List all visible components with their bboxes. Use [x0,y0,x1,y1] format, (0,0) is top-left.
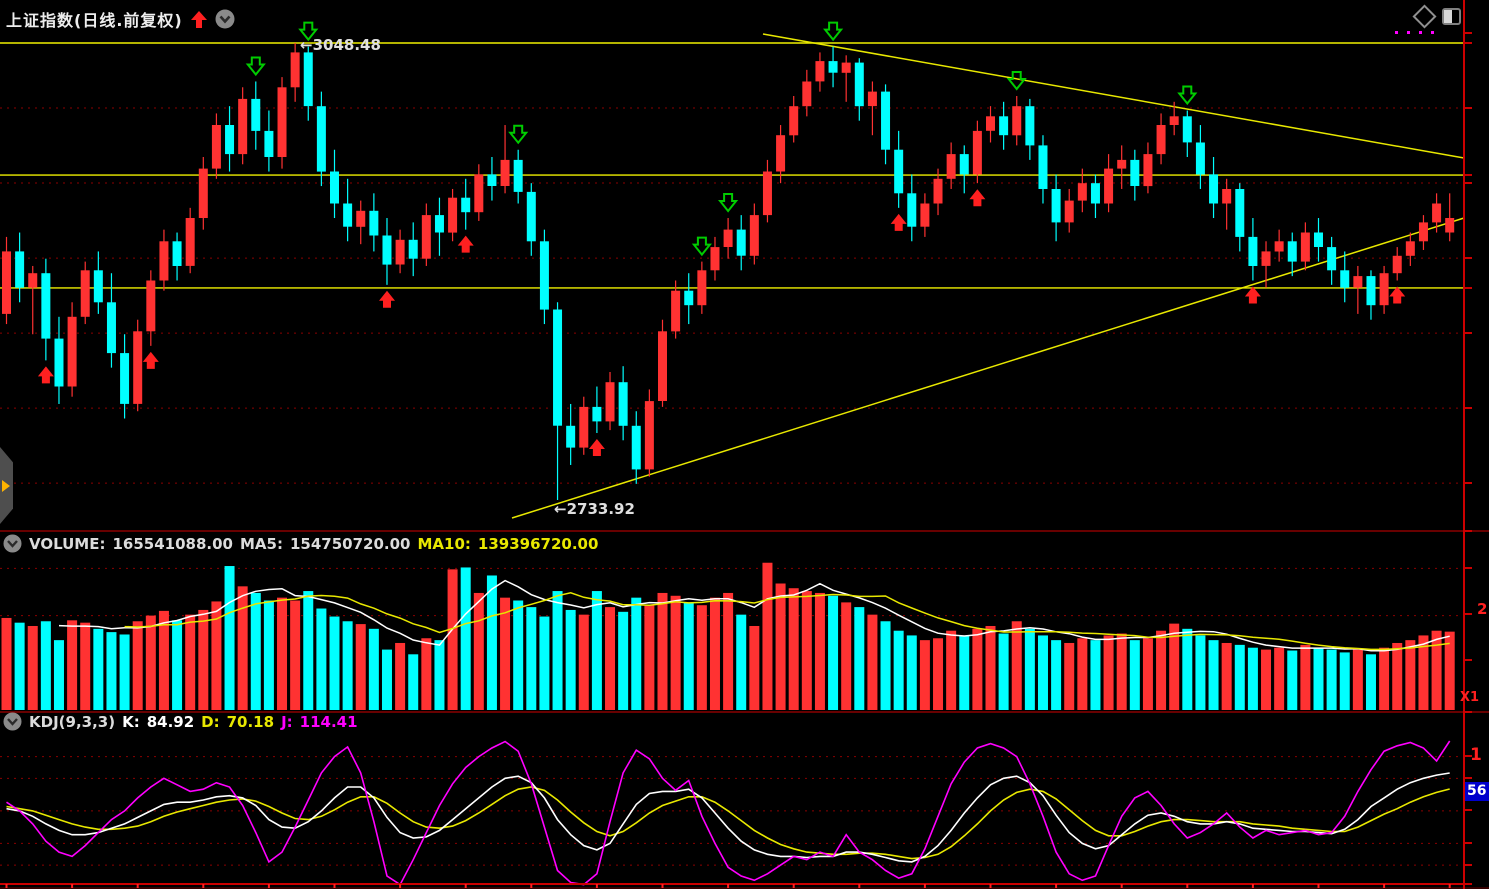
collapse-chevron-icon[interactable] [3,712,22,731]
collapse-chevron-icon[interactable] [215,9,235,29]
chart-header: 上证指数(日线.前复权) [6,7,235,31]
kdj-header: KDJ(9,3,3) K: 84.92 D: 70.18 J: 114.41 [3,712,358,731]
d-value: 70.18 [226,712,275,731]
ma10-value: 139396720.00 [477,534,599,553]
j-value: 114.41 [299,712,358,731]
volume-label: VOLUME: [29,534,106,553]
ma5-value: 154750720.00 [289,534,411,553]
magenta-dots-indicator [1395,31,1434,34]
dot [1419,31,1422,34]
toolbar-top-right [1412,4,1461,29]
dot [1395,31,1398,34]
page-title: 上证指数(日线.前复权) [6,11,183,30]
sidebar-expand-handle[interactable] [0,447,13,524]
k-value: 84.92 [146,712,195,731]
volume-axis-tick-label: 2 [1477,600,1488,618]
volume-value: 165541088.00 [112,534,233,553]
volume-multiplier-label: X1 [1460,690,1480,705]
ma10-label: MA10: [417,534,471,553]
diamond-icon[interactable] [1412,4,1437,29]
split-window-icon[interactable] [1442,8,1461,25]
k-label: K: [122,712,140,731]
split-window-fill [1444,10,1452,23]
kdj-value-badge: 56 [1465,782,1489,801]
kdj-axis-tick-label: 1 [1470,745,1482,765]
ma5-label: MA5: [240,534,283,553]
dot [1407,31,1410,34]
dot [1431,31,1434,34]
expand-right-icon [2,479,10,492]
price-high-annotation: ←3048.48 [300,36,381,54]
j-label: J: [281,712,293,731]
collapse-chevron-icon[interactable] [3,534,22,553]
price-low-annotation: ←2733.92 [554,500,635,518]
d-label: D: [201,712,220,731]
volume-header: VOLUME: 165541088.00 MA5: 154750720.00 M… [3,534,598,553]
kdj-label: KDJ(9,3,3) [29,712,116,731]
trend-up-icon [190,10,207,28]
